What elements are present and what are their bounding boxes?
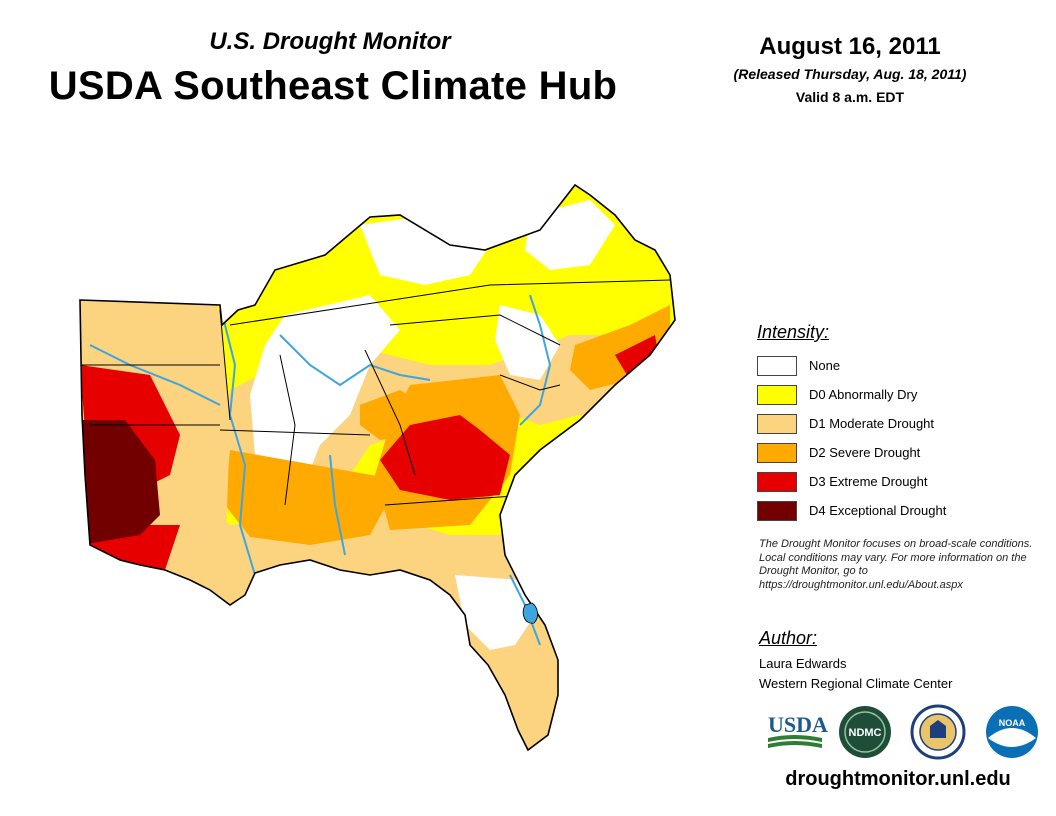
d2-area-carolina — [570, 305, 670, 390]
map-subtitle: U.S. Drought Monitor — [209, 28, 451, 55]
legend-label-d0: D0 Abnormally Dry — [809, 387, 918, 402]
map-date: August 16, 2011 — [759, 33, 941, 60]
author-heading: Author: — [759, 628, 818, 648]
legend: Intensity: None D0 Abnormally Dry D1 Mod… — [757, 322, 1047, 525]
d2-area-gulf — [225, 450, 400, 545]
legend-label-d1: D1 Moderate Drought — [809, 416, 935, 431]
website-url[interactable]: droughtmonitor.unl.edu — [785, 768, 1011, 790]
legend-item-none: None — [757, 351, 1047, 380]
legend-swatch-d3 — [757, 471, 797, 492]
partner-logos: USDA NDMC NOAA — [768, 704, 1038, 760]
none-area-florida — [455, 575, 535, 650]
ndmc-logo: NDMC — [839, 706, 891, 758]
legend-label-d3: D3 Extreme Drought — [809, 474, 928, 489]
map-title: USDA Southeast Climate Hub — [48, 64, 618, 108]
legend-item-d2: D2 Severe Drought — [757, 438, 1047, 467]
d3-area-georgia — [380, 415, 510, 500]
legend-label-d2: D2 Severe Drought — [809, 445, 921, 460]
valid-time: Valid 8 a.m. EDT — [795, 89, 905, 105]
drought-map — [79, 184, 676, 751]
legend-swatch-d2 — [757, 442, 797, 463]
doc-seal-logo — [910, 704, 966, 760]
svg-text:NDMC: NDMC — [849, 727, 882, 739]
legend-swatch-d4 — [757, 500, 797, 521]
usda-logo: USDA — [768, 712, 828, 748]
legend-label-d4: D4 Exceptional Drought — [809, 503, 947, 518]
state-borders — [82, 279, 671, 506]
noaa-logo: NOAA — [986, 706, 1038, 758]
author-organization: Western Regional Climate Center — [759, 676, 953, 691]
d4-area — [80, 420, 160, 545]
legend-item-d4: D4 Exceptional Drought — [757, 496, 1047, 525]
legend-item-d3: D3 Extreme Drought — [757, 467, 1047, 496]
author-name: Laura Edwards — [759, 656, 847, 671]
legend-item-d0: D0 Abnormally Dry — [757, 380, 1047, 409]
none-area-east — [495, 305, 560, 380]
legend-swatch-d0 — [757, 384, 797, 405]
svg-text:NOAA: NOAA — [999, 718, 1026, 728]
legend-swatch-d1 — [757, 413, 797, 434]
release-date: (Released Thursday, Aug. 18, 2011) — [733, 66, 967, 82]
drought-monitor-note: The Drought Monitor focuses on broad-sca… — [759, 538, 1033, 591]
legend-heading: Intensity: — [757, 322, 830, 342]
svg-text:USDA: USDA — [768, 712, 828, 737]
legend-label-none: None — [809, 358, 841, 373]
lake-okeechobee — [522, 602, 538, 624]
legend-swatch-none — [757, 355, 797, 376]
none-area-central — [250, 295, 400, 495]
legend-item-d1: D1 Moderate Drought — [757, 409, 1047, 438]
